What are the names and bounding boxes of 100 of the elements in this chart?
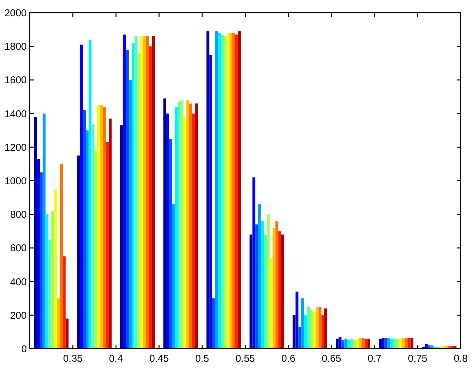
bar xyxy=(166,114,170,349)
bar xyxy=(86,130,89,349)
bar xyxy=(184,117,187,349)
y-tick-label: 600 xyxy=(10,244,28,255)
y-tick-label: 2000 xyxy=(4,8,28,20)
x-tick-label: 0.75 xyxy=(408,354,428,365)
x-tick-label: 0.8 xyxy=(454,354,468,365)
x-tick-label: 0.5 xyxy=(195,354,210,365)
bar xyxy=(132,43,135,349)
y-tick-label: 400 xyxy=(10,277,28,288)
bar xyxy=(356,338,359,349)
bar xyxy=(210,55,212,349)
bar xyxy=(77,156,80,349)
y-tick-label: 800 xyxy=(10,210,28,222)
bar xyxy=(425,344,428,349)
bar xyxy=(186,100,190,349)
bar xyxy=(368,338,370,349)
bar xyxy=(313,312,316,349)
bar xyxy=(63,256,66,349)
bar xyxy=(175,107,178,349)
bar xyxy=(402,338,405,349)
bar xyxy=(134,36,138,349)
bar xyxy=(276,221,279,349)
bar xyxy=(388,338,391,349)
bar xyxy=(252,178,256,349)
bar xyxy=(256,224,258,349)
bar xyxy=(390,338,394,349)
bar xyxy=(178,102,181,349)
y-tick-label: 1800 xyxy=(4,42,28,54)
bar xyxy=(358,338,362,349)
bar xyxy=(348,340,350,349)
bar xyxy=(172,204,176,349)
bar xyxy=(322,315,325,349)
bar xyxy=(195,104,198,349)
y-tick-label: 1200 xyxy=(4,142,28,154)
x-tick-label: 0.4 xyxy=(109,354,124,365)
bar xyxy=(399,338,402,349)
bar xyxy=(393,338,396,349)
bar xyxy=(37,159,40,349)
bar xyxy=(232,33,236,349)
bar xyxy=(410,338,414,349)
bar xyxy=(40,172,43,349)
bar xyxy=(129,80,132,349)
y-tick-label: 1600 xyxy=(4,76,28,87)
bar xyxy=(88,40,92,349)
bar xyxy=(152,36,155,349)
bar xyxy=(206,31,210,349)
x-tick-label: 0.55 xyxy=(236,354,256,365)
bar xyxy=(428,346,431,349)
y-tick-label: 1400 xyxy=(4,109,28,120)
x-tick-label: 0.35 xyxy=(63,354,84,365)
bar xyxy=(100,105,104,349)
bar xyxy=(94,150,98,349)
bar xyxy=(164,98,166,349)
bar xyxy=(270,258,273,349)
bar xyxy=(404,338,408,349)
bar xyxy=(143,36,146,349)
bar xyxy=(264,234,268,349)
bar xyxy=(267,214,270,349)
bar xyxy=(281,234,284,349)
bar xyxy=(140,36,144,349)
bar xyxy=(344,338,348,349)
bar xyxy=(189,104,192,349)
bar xyxy=(298,327,302,349)
bar xyxy=(338,337,342,349)
bar xyxy=(224,36,227,349)
y-tick-label: 200 xyxy=(10,310,28,322)
bar xyxy=(230,33,233,349)
bar xyxy=(336,338,339,349)
bar xyxy=(54,189,58,349)
bar xyxy=(66,318,69,349)
bar xyxy=(382,338,385,349)
bar xyxy=(120,126,124,349)
bar xyxy=(302,298,304,349)
x-tick-label: 0.45 xyxy=(150,354,170,365)
bar xyxy=(235,34,238,349)
x-tick-label: 0.6 xyxy=(282,354,296,365)
y-tick-label: 0 xyxy=(21,344,28,356)
y-tick-label: 1000 xyxy=(4,176,28,188)
bar xyxy=(98,105,100,349)
bar xyxy=(212,298,216,349)
bar xyxy=(52,211,54,349)
bar xyxy=(149,46,152,349)
bar xyxy=(48,240,52,349)
bar xyxy=(278,231,282,349)
bar xyxy=(350,338,354,349)
bar xyxy=(316,307,319,349)
bar xyxy=(304,315,308,349)
x-tick-label: 0.7 xyxy=(368,354,382,365)
bar xyxy=(310,310,314,349)
bar xyxy=(42,114,46,349)
bar xyxy=(364,338,368,349)
bar xyxy=(83,110,86,349)
bar xyxy=(379,338,382,349)
bar xyxy=(221,34,224,349)
bar xyxy=(106,142,110,349)
bar xyxy=(324,308,328,349)
bar xyxy=(218,33,222,349)
bar xyxy=(292,315,296,349)
x-tick-label: 0.65 xyxy=(322,354,342,365)
